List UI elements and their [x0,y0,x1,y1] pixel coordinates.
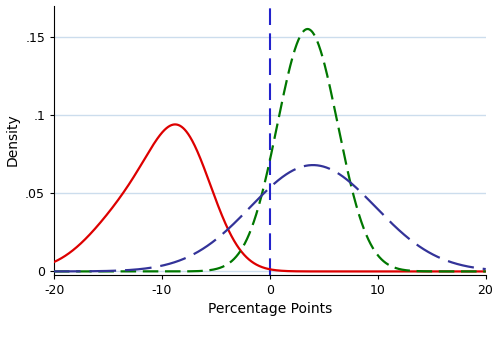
Y-axis label: Density: Density [5,114,19,166]
X-axis label: Percentage Points: Percentage Points [208,302,332,316]
